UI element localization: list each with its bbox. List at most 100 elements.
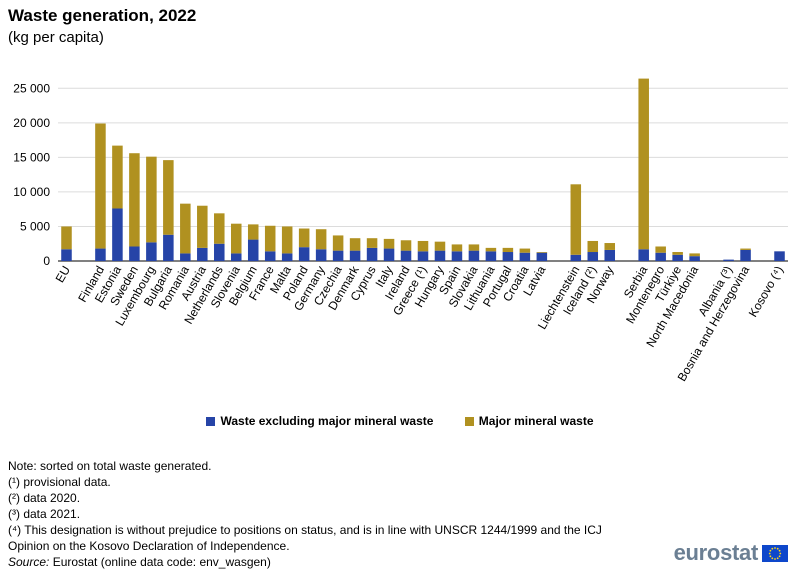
bar-segment-major-mineral [281,226,293,254]
bar-segment-major-mineral [95,123,106,249]
bar-segment-waste-excl-mineral [264,251,276,261]
bar-segment-major-mineral [519,248,531,253]
bar-segment-waste-excl-mineral [95,248,106,261]
legend-swatch-blue [206,416,216,426]
bar-segment-waste-excl-mineral [723,259,734,261]
bar-segment-major-mineral [689,253,700,257]
eu-flag-icon [762,544,788,562]
legend-item-waste-excl-mineral: Waste excluding major mineral waste [206,414,433,428]
note-4a: (⁴) This designation is without prejudic… [8,523,602,537]
bar-segment-major-mineral [672,252,683,255]
x-tick-label: EU [53,264,73,285]
bar-segment-major-mineral [570,184,582,255]
bar-segment-waste-excl-mineral [180,253,191,261]
legend-label: Waste excluding major mineral waste [220,414,434,428]
bar-segment-major-mineral [587,240,599,253]
bar-segment-major-mineral [332,235,344,251]
bar-segment-waste-excl-mineral [655,252,666,261]
bar-segment-major-mineral [214,213,225,244]
bar-segment-waste-excl-mineral [519,252,531,261]
chart-title: Waste generation, 2022 [8,6,197,25]
legend: Waste excluding major mineral waste Majo… [0,414,800,429]
bar-segment-major-mineral [502,247,514,253]
bar-segment-waste-excl-mineral [774,251,785,261]
y-tick-label: 10 000 [13,185,50,199]
bar-segment-waste-excl-mineral [146,242,157,261]
bar-segment-major-mineral [655,246,666,253]
legend-item-major-mineral: Major mineral waste [464,414,594,428]
bar-segment-major-mineral [400,240,412,251]
bar-segment-major-mineral [349,238,361,251]
bar-segment-waste-excl-mineral [163,234,174,261]
bar-segment-major-mineral [383,238,395,249]
bar-segment-waste-excl-mineral [298,247,310,261]
bar-segment-major-mineral [468,244,480,251]
bar-segment-waste-excl-mineral [315,249,327,261]
bar-segment-major-mineral [366,238,378,248]
bar-segment-waste-excl-mineral [61,249,72,261]
bar-segment-waste-excl-mineral [129,246,140,261]
note-3: (³) data 2021. [8,507,81,521]
bar-segment-waste-excl-mineral [434,250,446,261]
bar-segment-waste-excl-mineral [349,250,361,261]
bar-segment-waste-excl-mineral [672,254,683,261]
bar-segment-waste-excl-mineral [451,251,463,261]
source-text: Eurostat (online data code: env_wasgen) [49,555,271,569]
bar-segment-major-mineral [163,160,174,235]
bar-segment-waste-excl-mineral [400,250,412,261]
bar-segment-waste-excl-mineral [587,252,599,261]
x-tick-label: Kosovo (⁴) [746,264,786,320]
y-tick-label: 15 000 [13,150,50,164]
bar-segment-major-mineral [264,225,276,252]
bar-segment-waste-excl-mineral [638,249,649,261]
bar-segment-major-mineral [417,240,429,252]
bar-segment-waste-excl-mineral [383,248,395,261]
eurostat-logo: eurostat [674,540,788,566]
y-tick-label: 5 000 [20,219,50,233]
bar-segment-major-mineral [451,244,463,252]
bar-segment-waste-excl-mineral [689,256,700,261]
note-1: (¹) provisional data. [8,475,111,489]
bar-segment-major-mineral [180,203,191,254]
bar-segment-waste-excl-mineral [247,239,259,261]
y-tick-label: 25 000 [13,81,50,95]
bar-segment-waste-excl-mineral [366,247,378,261]
y-tick-label: 0 [43,254,50,268]
legend-label: Major mineral waste [478,414,594,428]
note-sorted: Note: sorted on total waste generated. [8,459,212,473]
bar-segment-major-mineral [536,252,548,253]
bar-segment-major-mineral [247,224,259,240]
bar-segment-major-mineral [298,228,310,248]
y-tick-label: 20 000 [13,116,50,130]
bar-segment-waste-excl-mineral [468,250,480,261]
bar-segment-major-mineral [485,247,497,252]
bar-segment-waste-excl-mineral [485,251,497,261]
bar-segment-waste-excl-mineral [570,254,582,261]
bar-segment-waste-excl-mineral [214,243,225,261]
source-line: Source: Eurostat (online data code: env_… [8,554,602,570]
bar-segment-waste-excl-mineral [230,253,242,261]
bar-segment-waste-excl-mineral [417,251,429,261]
bar-segment-major-mineral [604,243,616,250]
bar-segment-major-mineral [740,248,751,250]
bar-segment-waste-excl-mineral [112,208,123,261]
bar-segment-major-mineral [315,229,327,250]
note-4b: Opinion on the Kosovo Declaration of Ind… [8,539,290,553]
bar-segment-waste-excl-mineral [197,247,208,261]
footnotes: Note: sorted on total waste generated. (… [8,458,602,570]
source-prefix: Source: [8,555,50,569]
bar-segment-major-mineral [434,241,446,251]
bar-segment-major-mineral [112,145,123,209]
bar-segment-waste-excl-mineral [332,250,344,261]
note-2: (²) data 2020. [8,491,81,505]
bar-segment-waste-excl-mineral [604,249,616,261]
legend-swatch-gold [464,416,474,426]
bar-segment-major-mineral [61,226,72,250]
bar-segment-major-mineral [230,223,242,254]
logo-text: eurostat [673,540,759,565]
bar-segment-waste-excl-mineral [502,252,514,261]
bar-segment-major-mineral [129,153,140,247]
bar-segment-waste-excl-mineral [281,253,293,261]
bar-segment-major-mineral [638,78,649,250]
